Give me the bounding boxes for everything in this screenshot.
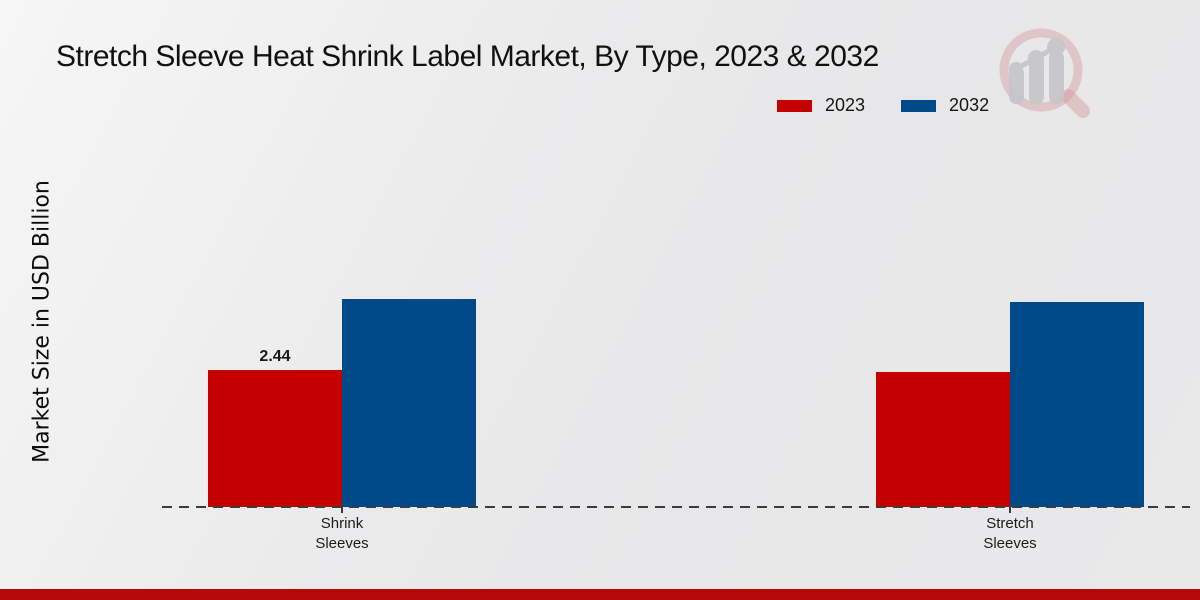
x-axis-tick-shrink-sleeves xyxy=(341,507,343,513)
x-category-label-shrink-sleeves: Shrink Sleeves xyxy=(315,515,369,552)
bar-2023-stretch-sleeves xyxy=(876,372,1010,507)
footer-accent-strip xyxy=(0,589,1200,600)
bar-group-stretch-sleeves xyxy=(876,302,1144,507)
bar-group-shrink-sleeves xyxy=(208,299,476,507)
bar-value-label-2023-shrink-sleeves: 2.44 xyxy=(259,348,291,365)
legend-swatch-2032 xyxy=(901,99,937,112)
growth-chart-magnifier-logo xyxy=(999,28,1090,118)
legend-label-2023: 2023 xyxy=(825,95,866,115)
legend-item-2023: 2023 xyxy=(777,95,865,116)
x-axis-tick-stretch-sleeves xyxy=(1009,507,1011,513)
x-category-label-stretch-sleeves: Stretch Sleeves xyxy=(983,515,1037,552)
bar-2032-stretch-sleeves xyxy=(1010,302,1144,507)
legend-item-2032: 2032 xyxy=(901,95,989,116)
legend-label-2032: 2032 xyxy=(949,95,990,115)
chart-title: Stretch Sleeve Heat Shrink Label Market,… xyxy=(56,40,879,73)
bar-2023-shrink-sleeves xyxy=(208,370,342,507)
legend: 2023 2032 xyxy=(777,95,989,116)
legend-swatch-2023 xyxy=(777,99,812,112)
x-axis-baseline xyxy=(162,506,1190,508)
bar-2032-shrink-sleeves xyxy=(342,299,476,507)
